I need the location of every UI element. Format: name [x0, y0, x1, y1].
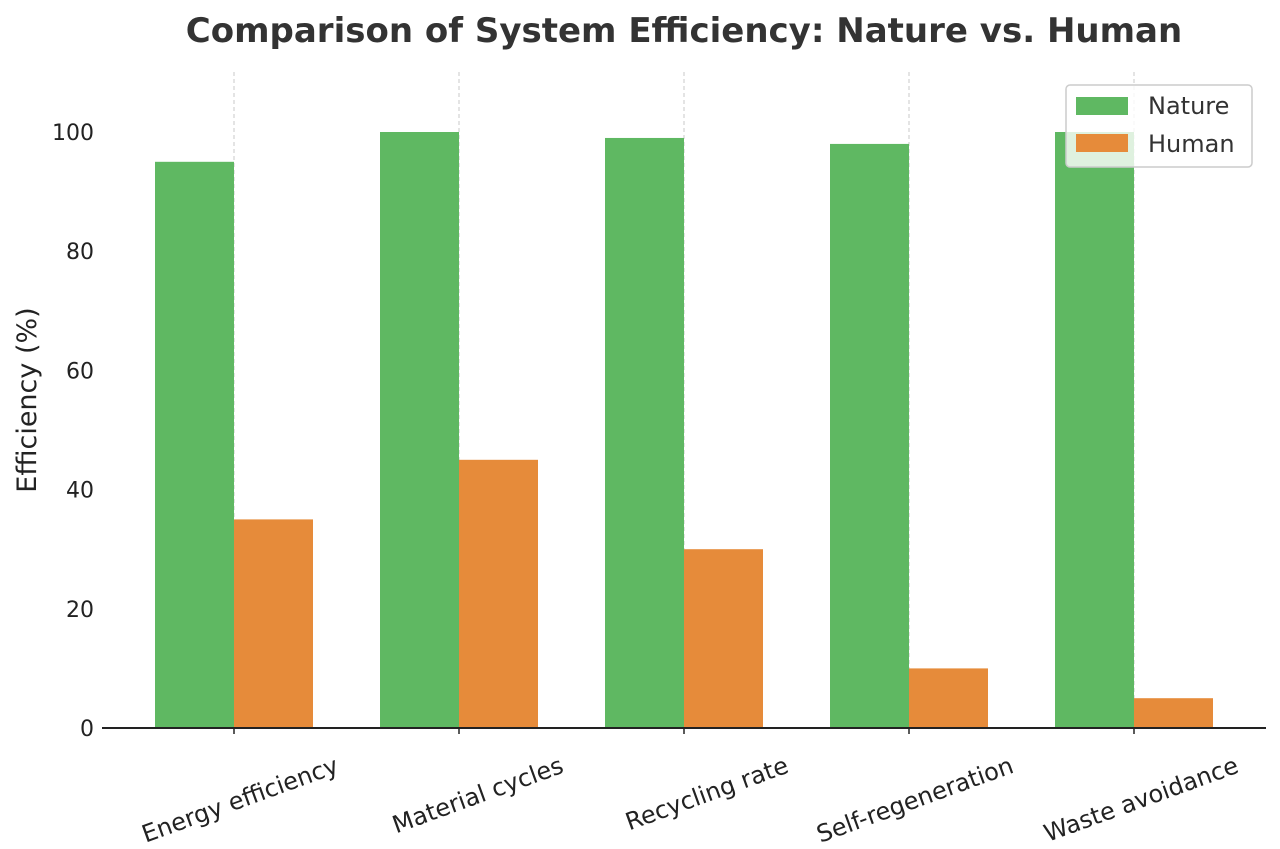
- y-tick-label: 0: [80, 717, 94, 742]
- legend-swatch-nature: [1076, 97, 1128, 115]
- bar-human-1: [459, 459, 538, 728]
- y-tick-label: 20: [66, 598, 94, 623]
- legend-swatch-human: [1076, 134, 1128, 152]
- y-axis-label: Efficiency (%): [12, 307, 43, 492]
- x-ticks: Energy efficiency Material cycles Recyclin…: [138, 728, 1242, 848]
- x-tick-label: Waste avoidance: [1040, 751, 1242, 847]
- bar-nature-2: [605, 137, 684, 728]
- bar-human-2: [684, 549, 763, 728]
- bar-nature-4: [1055, 132, 1134, 728]
- bar-human-4: [1134, 698, 1213, 728]
- x-tick-label: Energy efficiency: [138, 751, 342, 848]
- legend: Nature Human: [1065, 84, 1253, 168]
- y-tick-label: 80: [66, 240, 94, 265]
- y-tick-label: 40: [66, 479, 94, 504]
- y-tick-label: 60: [66, 359, 94, 384]
- bars: [155, 132, 1213, 729]
- legend-label-human: Human: [1148, 130, 1235, 158]
- x-tick-label: Self-regeneration: [813, 751, 1017, 848]
- bar-nature-0: [155, 161, 234, 729]
- bar-nature-3: [830, 143, 909, 729]
- bar-nature-1: [380, 132, 459, 728]
- x-tick-label: Material cycles: [389, 751, 567, 839]
- y-ticks: 0 20 40 60 80 100: [52, 121, 94, 742]
- x-tick-label: Recycling rate: [622, 751, 792, 836]
- y-tick-label: 100: [52, 121, 94, 146]
- bar-human-3: [909, 668, 988, 728]
- legend-label-nature: Nature: [1148, 92, 1229, 120]
- chart-title: Comparison of System Efficiency: Nature …: [186, 11, 1182, 51]
- bar-human-0: [234, 519, 313, 728]
